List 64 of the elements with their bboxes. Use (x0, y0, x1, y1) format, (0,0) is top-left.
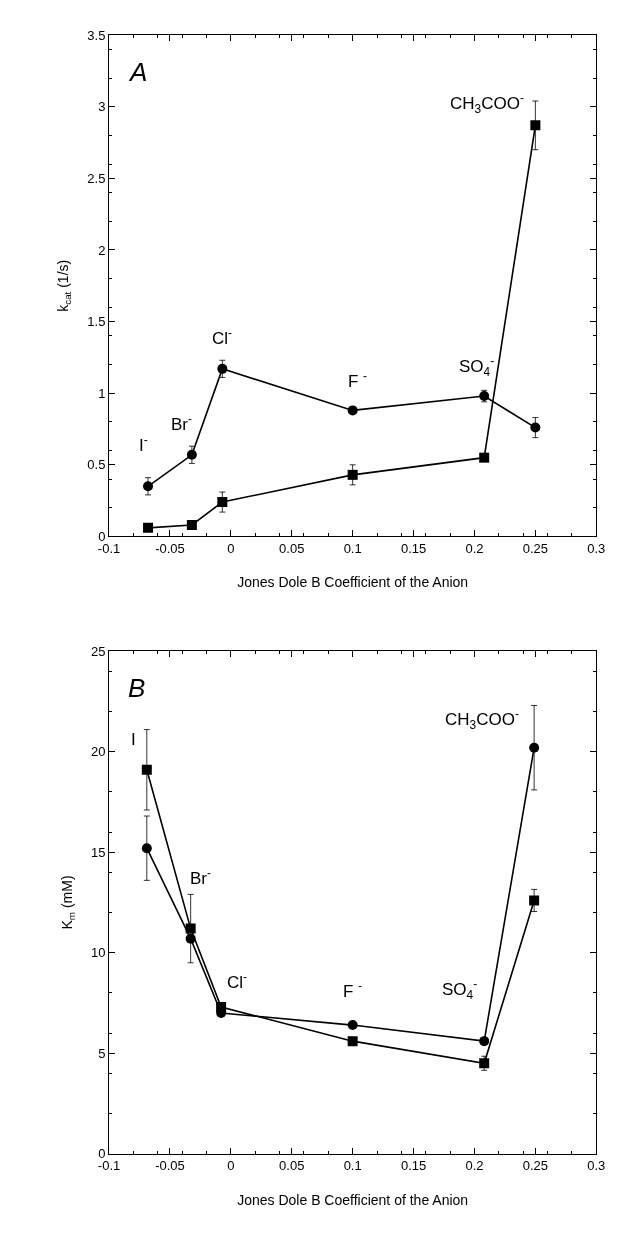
y-tick-label: 15 (90, 844, 106, 860)
x-tick-label: 0.1 (343, 1158, 362, 1174)
y-tick-label: 0.5 (87, 457, 106, 473)
x-tick-label: 0.05 (279, 541, 305, 557)
y-tick-label: 2.5 (87, 170, 106, 186)
point (216, 1001, 227, 1012)
y-tick-label: 1.5 (87, 314, 106, 330)
y-tick-label: 20 (90, 744, 106, 760)
annotation: I$^{-}$ (139, 433, 148, 456)
annotation: Br$^{-}$ (190, 866, 211, 889)
y-tick-label: 25 (90, 643, 106, 659)
y-tick-label: 2 (98, 242, 106, 258)
point (479, 1036, 490, 1047)
y-tick-label: 10 (90, 945, 106, 961)
annotation: Cl$^{-}$ (212, 326, 233, 349)
point (143, 481, 154, 492)
annotation: Cl$^{-}$ (227, 970, 248, 993)
annotation: A (128, 57, 148, 87)
y-tick-label: 1 (98, 385, 106, 401)
point (186, 449, 197, 460)
y-tick-label: 5 (98, 1045, 106, 1061)
point (529, 742, 540, 753)
point (347, 405, 358, 416)
x-tick-label: 0 (227, 541, 235, 557)
point (185, 923, 196, 934)
point (217, 497, 228, 508)
point (186, 519, 197, 530)
point (143, 522, 154, 533)
annotation: Br$^{-}$ (171, 412, 192, 435)
annotation: F $^{-}$ (348, 369, 368, 392)
x-tick-label: 0.15 (400, 1158, 427, 1174)
annotation: CH$_{3}$COO$^{-}$ (450, 91, 524, 116)
point (141, 764, 152, 775)
point (217, 363, 228, 374)
x-tick-label: 0.2 (465, 541, 484, 557)
x-tick-label: 0.2 (465, 1158, 484, 1174)
point (141, 843, 152, 854)
x-tick-label: 0.25 (522, 1158, 549, 1174)
x-tick-label: 0.05 (279, 1158, 305, 1174)
point (347, 1036, 358, 1047)
point (347, 1020, 358, 1031)
x-tick-label: 0.25 (522, 541, 549, 557)
annotation: B (128, 673, 146, 703)
point (479, 452, 490, 463)
x-tick-label: 0 (227, 1158, 235, 1174)
annotation: I (131, 730, 136, 749)
x-tick-label: 0.3 (587, 1158, 606, 1174)
point (530, 120, 541, 131)
x-tick-label: 0.3 (587, 541, 606, 557)
y-tick-label: 3 (98, 99, 106, 115)
point (530, 422, 541, 433)
x-tick-label: -0.1 (97, 541, 121, 557)
point (529, 895, 540, 906)
x-tick-label: -0.05 (155, 1158, 185, 1174)
x-tick-label: 0.1 (343, 541, 362, 557)
y-tick-label: 3.5 (87, 27, 106, 43)
x-tick-label: 0.15 (400, 541, 427, 557)
x-axis-title: Jones Dole B Coefficient of the Anion (237, 1191, 469, 1208)
y-tick-label: 0 (98, 528, 106, 544)
annotation: CH$_{3}$COO$^{-}$ (445, 707, 519, 732)
x-tick-label: -0.05 (155, 541, 185, 557)
annotation: F $^{-}$ (343, 979, 363, 1002)
x-axis-title: Jones Dole B Coefficient of the Anion (237, 574, 469, 591)
point (347, 469, 358, 480)
